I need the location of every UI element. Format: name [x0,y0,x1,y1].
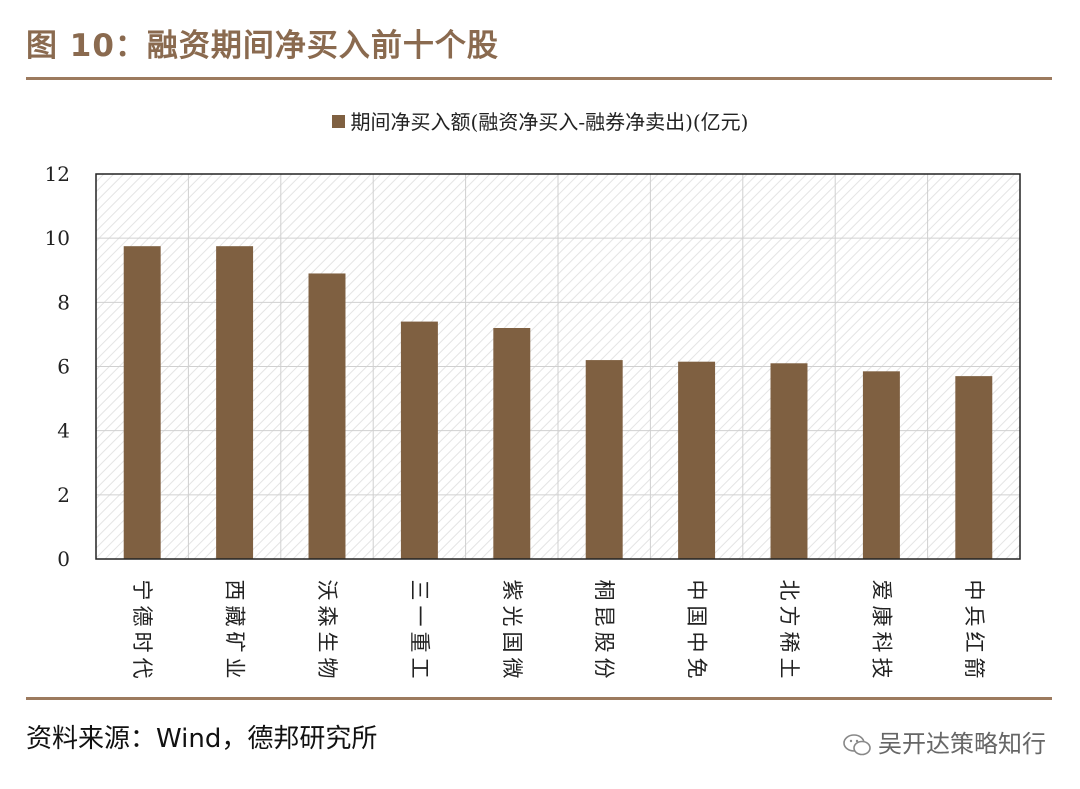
x-tick-label-char: 康 [869,606,893,627]
x-tick-label-char: 份 [592,658,616,679]
x-tick-label-char: 光 [500,606,524,627]
bar [216,246,254,559]
bar [493,328,531,559]
x-tick-label-char: 桐 [592,580,616,601]
x-tick-label-char: 森 [315,606,339,627]
y-tick-label: 0 [57,547,70,571]
x-tick-label-char: 工 [407,658,431,679]
x-tick-label-char: 西 [223,580,247,601]
x-tick-label-char: 方 [777,606,801,627]
y-tick-label: 8 [57,290,70,314]
x-tick-label-char: 技 [869,658,893,679]
x-tick-label-char: 土 [777,658,801,679]
x-tick-label-char: 国 [500,632,524,653]
x-tick-label-char: 沃 [315,580,339,601]
x-tick-label-char: 紫 [500,580,524,601]
plot-frame [95,173,1021,560]
bar [400,321,438,559]
x-tick-label-char: 红 [962,632,986,653]
x-tick-label-char: 宁 [130,580,154,601]
watermark-text: 吴开达策略知行 [878,730,1046,758]
bar [862,371,900,559]
x-tick-label-char: 爱 [869,580,893,601]
x-tick-label-char: 昆 [592,606,616,627]
x-tick-label-char: 稀 [777,632,801,653]
x-tick-label-char: 国 [685,606,709,627]
x-tick-label-char: 北 [777,580,801,601]
x-tick-label-char: 矿 [223,632,247,653]
x-tick-label-char: 微 [500,658,524,679]
wechat-icon [842,732,872,764]
y-tick-label: 2 [57,483,70,507]
watermark: 吴开达策略知行 [842,724,1046,764]
source-note: 资料来源：Wind，德邦研究所 [26,724,378,754]
x-tick-label-char: 兵 [962,606,986,627]
x-tick-label-char: 三 [407,580,431,601]
x-tick-label-char: 德 [130,606,154,627]
x-tick-label-char: 中 [685,632,709,653]
x-tick-label-char: 生 [315,632,339,653]
bar [123,246,161,559]
y-tick-label: 12 [45,162,70,186]
x-tick-label-char: 免 [685,658,709,679]
bar [678,361,716,559]
bar [770,363,808,559]
legend-label: 期间净买入额(融资净买入-融券净卖出)(亿元) [350,110,749,134]
x-tick-label-char: 业 [223,658,247,679]
x-tick-label-char: 箭 [962,658,986,679]
figure-title: 图 10：融资期间净买入前十个股 [26,28,499,64]
y-tick-label: 4 [57,419,70,443]
top-rule [26,77,1052,80]
bar [955,376,993,559]
bar [308,273,346,559]
bottom-rule [26,697,1052,700]
x-tick-label-char: 代 [130,658,154,679]
y-tick-label: 10 [45,226,70,250]
x-tick-label-char: 中 [685,580,709,601]
x-tick-label-char: 重 [407,632,431,653]
x-tick-label-char: 股 [592,632,616,653]
chart-legend: 期间净买入额(融资净买入-融券净卖出)(亿元) [0,106,1080,135]
y-tick-label: 6 [57,355,70,379]
x-tick-label-char: 时 [130,632,154,653]
x-tick-label-char: 科 [869,632,893,653]
legend-swatch [331,115,345,128]
x-tick-label-char: 一 [407,606,431,627]
x-tick-label-char: 物 [315,658,339,679]
x-tick-label-char: 中 [962,580,986,601]
x-tick-label-char: 藏 [223,606,247,627]
bar [585,360,623,559]
